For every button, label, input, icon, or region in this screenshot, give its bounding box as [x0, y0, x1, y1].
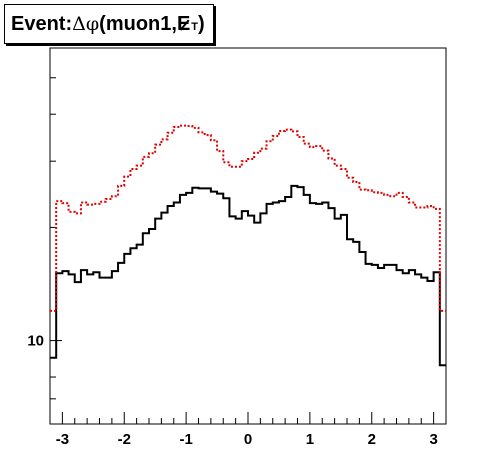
title-close: ): [198, 12, 205, 35]
x-tick-label: -3: [56, 431, 69, 448]
series-line-1: [50, 124, 446, 312]
title-prefix: Event:: [11, 12, 73, 35]
title-open: (muon1,: [99, 12, 177, 35]
title-met-subscript: T: [191, 21, 199, 33]
x-tick-label: 0: [244, 431, 252, 448]
y-axis: 10: [27, 47, 62, 425]
x-tick-label: 1: [306, 431, 314, 448]
x-tick-label: -2: [118, 431, 131, 448]
title-phi: φ: [85, 13, 100, 35]
title-delta: Δ: [72, 13, 86, 35]
y-tick-label: 10: [27, 333, 44, 350]
plot-frame: [49, 47, 447, 425]
x-tick-label: 2: [368, 431, 376, 448]
x-axis: -3 -2 -1 0 1 2 3: [49, 412, 447, 448]
x-tick-label: 3: [429, 431, 437, 448]
x-tick-label: -1: [179, 431, 192, 448]
series-line-0: [50, 184, 446, 367]
title-met: E: [176, 12, 191, 35]
